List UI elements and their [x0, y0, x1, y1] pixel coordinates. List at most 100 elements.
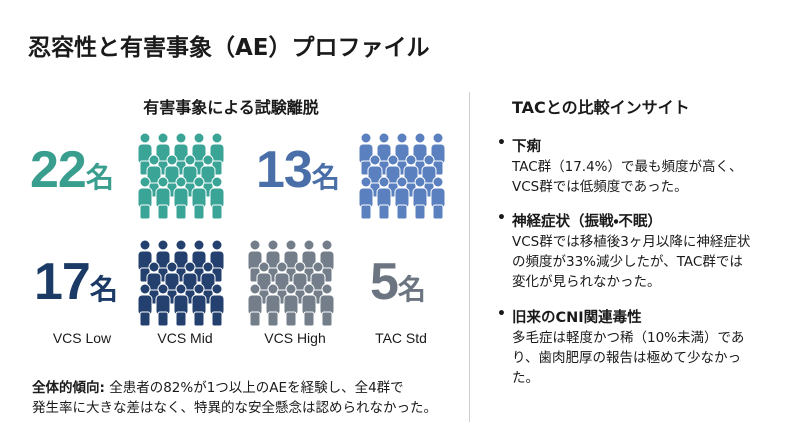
- person-head: [378, 132, 390, 144]
- summary-line: 発生率に大きな差はなく、特異的な安全懸念は認められなかった。: [32, 400, 437, 416]
- person-head: [294, 261, 306, 273]
- person-head: [360, 132, 372, 144]
- person-head: [414, 132, 426, 144]
- person-head: [139, 176, 151, 188]
- person-head: [405, 154, 417, 166]
- person-head: [157, 239, 169, 251]
- count-number: 17: [34, 253, 91, 311]
- person-head: [432, 132, 444, 144]
- person-head: [193, 132, 205, 144]
- people-icon: [247, 239, 335, 327]
- person-legs: [139, 311, 151, 327]
- count-number: 22: [30, 141, 87, 199]
- person-head: [139, 132, 151, 144]
- left-heading: 有害事象による試験離脱: [143, 98, 319, 117]
- person-head: [184, 261, 196, 273]
- person-head: [175, 239, 187, 251]
- group-label: VCS Mid: [157, 330, 213, 346]
- person-head: [202, 261, 214, 273]
- person-head: [211, 176, 223, 188]
- item-title: 下痢: [512, 139, 541, 155]
- person-head: [432, 176, 444, 188]
- item-title: 神経症状（振戦・不眠）: [512, 214, 662, 230]
- person-legs: [378, 204, 390, 220]
- person-legs: [175, 204, 187, 220]
- count-unit: 名: [397, 273, 426, 306]
- person-legs: [432, 204, 444, 220]
- person-head: [157, 283, 169, 295]
- item-line: 変化が見られなかった。: [512, 274, 661, 290]
- count-unit: 名: [85, 161, 114, 194]
- person-head: [202, 154, 214, 166]
- people-icon: [137, 132, 225, 220]
- person-head: [249, 239, 261, 251]
- person-head: [312, 261, 324, 273]
- person-head: [285, 283, 297, 295]
- person-head: [303, 283, 315, 295]
- person-legs: [175, 311, 187, 327]
- person-head: [139, 283, 151, 295]
- count-number: 5: [370, 253, 399, 311]
- person-head: [276, 261, 288, 273]
- group-label: VCS High: [264, 330, 326, 346]
- person-head: [148, 261, 160, 273]
- person-head: [303, 239, 315, 251]
- person-legs: [285, 311, 297, 327]
- divider: [469, 92, 470, 422]
- group-label: VCS Low: [52, 330, 112, 346]
- item-line: た。: [512, 370, 539, 386]
- person-legs: [321, 311, 333, 327]
- bullet: •: [497, 210, 506, 226]
- slide-title: 忍容性と有害事象（AE）プロファイル: [28, 35, 430, 61]
- person-legs: [414, 204, 426, 220]
- person-head: [139, 239, 151, 251]
- person-head: [423, 154, 435, 166]
- person-head: [285, 239, 297, 251]
- person-legs: [139, 204, 151, 220]
- person-head: [157, 132, 169, 144]
- person-legs: [211, 204, 223, 220]
- person-head: [193, 283, 205, 295]
- count-unit: 名: [311, 161, 340, 194]
- person-head: [396, 176, 408, 188]
- person-legs: [360, 204, 372, 220]
- count-unit: 名: [89, 273, 118, 306]
- item-line: TAC群（17.4%）で最も頻度が高く、: [512, 159, 743, 175]
- person-head: [211, 239, 223, 251]
- people-icon: [137, 239, 225, 327]
- person-legs: [267, 311, 279, 327]
- person-head: [175, 132, 187, 144]
- item-line: VCS群では低頻度であった。: [512, 179, 688, 195]
- person-head: [378, 176, 390, 188]
- person-head: [193, 176, 205, 188]
- count: 17名: [34, 252, 118, 312]
- item-title: 旧来のCNI関連毒性: [512, 310, 642, 326]
- person-head: [211, 283, 223, 295]
- person-head: [267, 239, 279, 251]
- person-head: [211, 132, 223, 144]
- person-head: [258, 261, 270, 273]
- person-head: [369, 154, 381, 166]
- count: 13名: [256, 140, 340, 200]
- person-head: [148, 154, 160, 166]
- person-legs: [249, 311, 261, 327]
- person-head: [175, 176, 187, 188]
- person-legs: [211, 311, 223, 327]
- person-legs: [303, 311, 315, 327]
- person-head: [396, 132, 408, 144]
- count-number: 13: [256, 141, 313, 199]
- summary-lead: 全体的傾向:: [32, 380, 105, 396]
- bullet: •: [497, 306, 506, 322]
- item-line: 多毛症は軽度かつ稀（10%未満）であ: [512, 330, 745, 346]
- summary: 全体的傾向: 全患者の82%が1つ以上のAEを経験し、全4群で 発生率に大きな差…: [32, 378, 437, 418]
- person-head: [414, 176, 426, 188]
- item-line: VCS群では移植後3ヶ月以降に神経症状: [512, 234, 751, 250]
- person-head: [175, 283, 187, 295]
- person-head: [166, 261, 178, 273]
- person-head: [249, 283, 261, 295]
- item-line: の頻度が33%減少したが、TAC群では: [512, 254, 743, 270]
- person-head: [267, 283, 279, 295]
- people-icon: [358, 132, 446, 220]
